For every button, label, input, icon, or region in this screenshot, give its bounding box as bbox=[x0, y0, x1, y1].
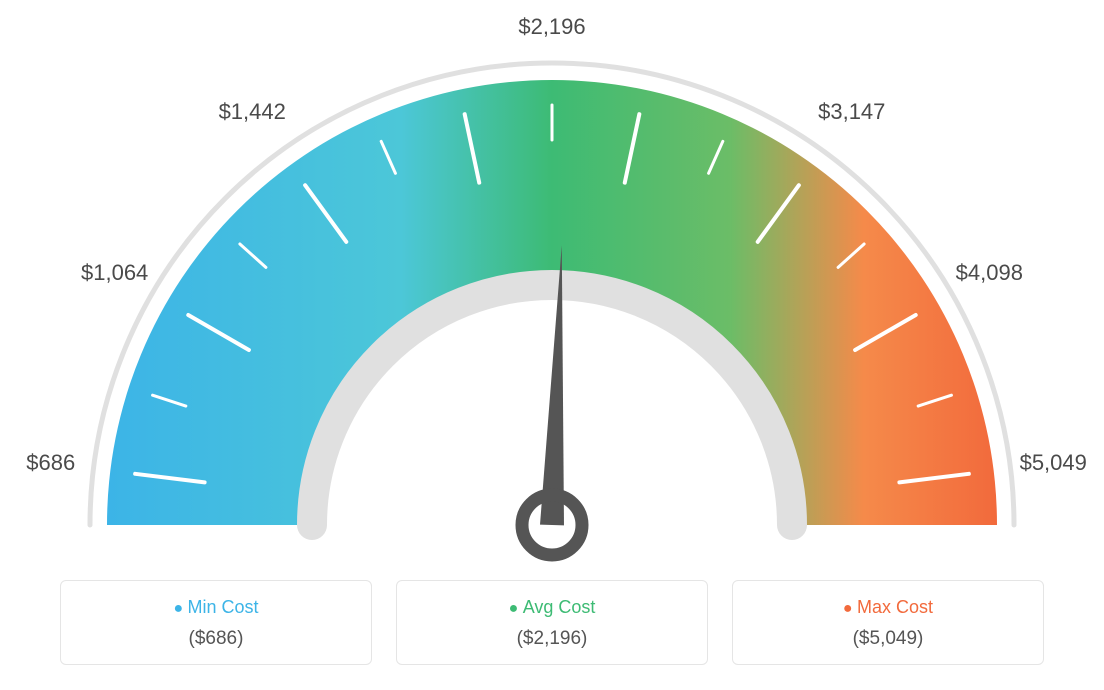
legend-avg-label: Avg Cost bbox=[397, 597, 707, 618]
gauge-tick-label: $3,147 bbox=[818, 99, 885, 125]
legend-max-label: Max Cost bbox=[733, 597, 1043, 618]
gauge-tick-label: $5,049 bbox=[1020, 450, 1087, 476]
legend-row: Min Cost ($686) Avg Cost ($2,196) Max Co… bbox=[60, 580, 1044, 665]
gauge-tick-label: $4,098 bbox=[956, 260, 1023, 286]
legend-max-value: ($5,049) bbox=[733, 628, 1043, 650]
legend-card-min: Min Cost ($686) bbox=[60, 580, 372, 665]
legend-card-avg: Avg Cost ($2,196) bbox=[396, 580, 708, 665]
gauge-tick-label: $686 bbox=[26, 450, 75, 476]
gauge-tick-label: $2,196 bbox=[518, 14, 585, 40]
legend-min-label: Min Cost bbox=[61, 597, 371, 618]
gauge-area: $686 $1,064 $1,442 $2,196 $3,147 $4,098 $5,049 bbox=[0, 0, 1104, 570]
legend-min-value: ($686) bbox=[61, 628, 371, 650]
chart-container: $686 $1,064 $1,442 $2,196 $3,147 $4,098 $5,049… bbox=[0, 0, 1104, 690]
gauge-svg bbox=[0, 0, 1104, 570]
legend-card-max: Max Cost ($5,049) bbox=[732, 580, 1044, 665]
legend-avg-value: ($2,196) bbox=[397, 628, 707, 650]
gauge-tick-label: $1,442 bbox=[219, 99, 286, 125]
gauge-tick-label: $1,064 bbox=[81, 260, 148, 286]
